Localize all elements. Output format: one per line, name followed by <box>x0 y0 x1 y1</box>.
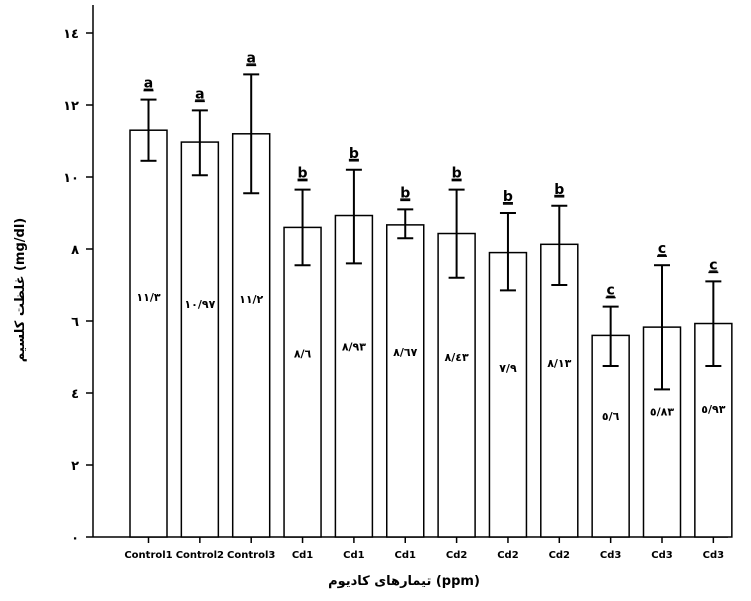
y-tick-label: ١٢ <box>63 99 79 114</box>
y-tick-label: ٨ <box>71 243 79 258</box>
significance-letter: a <box>246 50 255 66</box>
x-category-label: Cd1 <box>343 550 364 561</box>
bar-value-label: ١١/٣ <box>136 291 160 304</box>
bar <box>386 224 425 538</box>
y-axis-title: غلظت کلسیم (mg/dl) <box>13 218 28 363</box>
significance-letter: b <box>503 189 513 205</box>
bars-group: a ١١/٣ a ١٠/٩٧ a ١١/٢ b ٨/٦ b ٨/٩٣ b ٨/٦٧ b ٨/٤٣ b ٧/٩ b… <box>129 50 733 538</box>
bar-value-label: ٥/٦ <box>602 410 620 423</box>
bar <box>180 141 220 538</box>
bar <box>437 232 476 538</box>
bar-value-label: ١١/٢ <box>239 293 263 306</box>
x-axis: Control1 Control2 Control3 Cd1 Cd1 Cd1 Cd2 Cd2 C… <box>93 536 728 561</box>
bar <box>488 251 528 538</box>
x-category-label: Cd2 <box>446 550 467 561</box>
bar-value-label: ٥/٨٣ <box>650 405 674 418</box>
bar-value-label: ١٠/٩٧ <box>184 298 215 311</box>
bar-value-label: ٨/٦٧ <box>393 346 417 359</box>
y-tick-label: ١٤ <box>63 27 79 42</box>
bar-value-label: ٨/٤٣ <box>445 351 469 364</box>
bar <box>231 133 271 538</box>
bar <box>129 129 168 538</box>
x-category-label: Cd1 <box>292 550 313 561</box>
x-category-label: Cd1 <box>395 550 416 561</box>
x-category-label: Cd2 <box>549 550 570 561</box>
bar <box>283 226 322 538</box>
y-tick-label: ٤ <box>71 387 79 402</box>
x-category-label: Control3 <box>227 550 275 561</box>
significance-letter: b <box>400 185 410 201</box>
y-axis: ۰ ۲ ٤ ٦ ٨ ١٠ ١٢ ١٤ <box>63 5 94 546</box>
significance-letter: c <box>709 257 717 273</box>
x-category-label: Control1 <box>124 550 172 561</box>
significance-letter: b <box>349 146 359 162</box>
x-category-label: Cd3 <box>651 550 672 561</box>
y-tick-label: ١٠ <box>63 171 79 186</box>
significance-letter: b <box>452 166 462 182</box>
bar-value-label: ٨/١٣ <box>547 357 571 370</box>
x-category-label: Cd3 <box>600 550 621 561</box>
significance-letter: b <box>554 182 564 198</box>
significance-letter: b <box>298 166 308 182</box>
bar-value-label: ٥/٩٣ <box>701 403 725 416</box>
x-category-label: Cd3 <box>703 550 724 561</box>
significance-letter: a <box>195 86 204 102</box>
x-category-label: Control2 <box>176 550 224 561</box>
y-tick-label: ۲ <box>71 459 79 474</box>
x-axis-title: تیمارهای کادیوم (ppm) <box>328 574 480 589</box>
bar-value-label: ٨/٩٣ <box>342 341 366 354</box>
bar <box>591 334 630 538</box>
significance-letter: c <box>658 241 666 257</box>
y-tick-label: ۰ <box>71 531 79 546</box>
bar-value-label: ٧/٩ <box>499 362 517 375</box>
y-tick-label: ٦ <box>71 315 79 330</box>
bar-value-label: ٨/٦ <box>294 347 312 360</box>
x-category-label: Cd2 <box>497 550 518 561</box>
significance-letter: c <box>606 283 614 299</box>
significance-letter: a <box>144 76 153 92</box>
bar <box>334 214 374 538</box>
bar <box>540 243 579 538</box>
